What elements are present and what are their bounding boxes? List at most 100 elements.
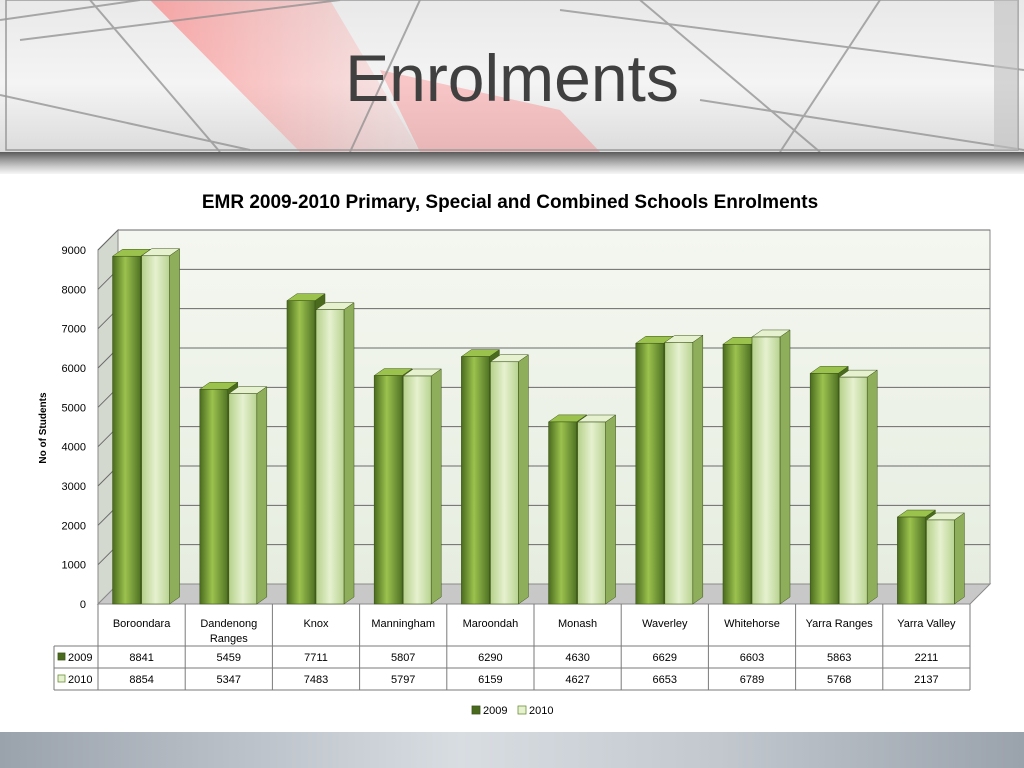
y-tick-label: 4000 [62,442,86,454]
y-axis-label: No of Students [38,392,49,464]
bar-side [256,386,268,605]
bar-side [430,368,442,605]
series-key-swatch [57,652,66,661]
bar-2010-knox [315,302,355,605]
legend-label: 2010 [529,705,553,717]
bar-front [461,356,490,605]
bar-2010-whitehorse [751,329,791,605]
bar-side [169,248,180,605]
y-tick-label: 6000 [62,363,86,375]
bar-2010-maroondah [489,354,530,605]
bar-front [926,519,955,605]
category-label: Maroondah [463,618,519,630]
table-value: 5347 [217,674,241,686]
bar-side [518,354,529,605]
slide-title: Enrolments [345,41,679,115]
table-value: 4627 [565,674,589,686]
table-value: 6159 [478,674,502,686]
y-axis-ticks: 0 1000 2000 3000 4000 5000 6000 7000 8000 9000 [62,245,86,611]
y-tick-label: 5000 [62,402,86,414]
bar-2010-dandenong-ranges [228,386,268,605]
data-table: Boroondara Dandenong Ranges Knox Manningham M… [53,604,971,691]
category-label: Whitehorse [724,618,780,630]
bar-side [692,334,704,605]
category-label: Yarra Ranges [806,618,874,630]
table-value: 4630 [565,652,589,664]
bar-side [954,512,965,605]
y-tick-label: 0 [80,599,86,611]
category-label: Yarra Valley [897,618,956,630]
category-label: Boroondara [113,618,171,630]
bar-2010-boroondara [140,248,181,605]
chart-legend: 2009 2010 [471,705,553,717]
table-value: 5459 [217,652,241,664]
bar-side [779,329,791,605]
bar-2010-monash [576,414,617,605]
y-tick-label: 7000 [62,324,86,336]
bar-front [664,342,694,605]
y-tick-label: 9000 [62,245,86,257]
bar-front [141,255,170,605]
bar-front [373,375,403,605]
table-value: 5768 [827,674,851,686]
table-value: 7483 [304,674,328,686]
bar-front [897,516,926,605]
y-tick-label: 8000 [62,284,86,296]
bar-front [751,336,781,605]
table-value: 8854 [129,674,153,686]
table-value: 5797 [391,674,415,686]
table-value: 6789 [740,674,764,686]
bar-front [635,342,665,605]
bar-front [228,393,258,605]
gridline-side [97,229,119,251]
table-value: 6653 [653,674,677,686]
y-tick-label: 3000 [62,481,86,493]
bar-front [548,421,577,605]
table-value: 8841 [129,652,153,664]
series-row-label: 2009 [68,652,92,664]
category-label: Manningham [371,618,435,630]
bar-2010-waverley [664,334,704,605]
bar-front [286,300,316,605]
slide-header: Enrolments [0,0,1024,152]
category-label: Knox [303,618,329,630]
bar-front [722,343,752,605]
table-value: 2211 [915,652,939,664]
bar-2010-yarra-ranges [838,369,878,605]
bar-front [199,388,229,605]
legend-label: 2009 [483,705,507,717]
bar-2010-manningham [402,368,442,605]
y-tick-label: 1000 [62,560,86,572]
bar-side [343,302,355,605]
category-label: Waverley [642,618,688,630]
chart-title: EMR 2009-2010 Primary, Special and Combi… [202,192,818,213]
legend-swatch [471,705,481,715]
table-value: 5863 [827,652,851,664]
series-key-swatch [57,674,66,683]
bar-front [838,376,868,605]
bar-front [577,421,606,605]
bar-side [866,369,878,605]
table-value: 6629 [653,652,677,664]
bar-front [490,361,519,605]
footer-band [0,732,1024,768]
table-value: 5807 [391,652,415,664]
bar-front [809,373,839,605]
header-background-art [0,0,1024,152]
bar-2010-yarra-valley [925,512,966,605]
chart-bars [111,248,966,605]
bar-side [605,414,616,605]
table-value: 6290 [478,652,502,664]
series-row-label: 2010 [68,674,92,686]
bar-front [402,375,432,605]
table-value: 2137 [914,674,938,686]
category-label: Monash [558,618,597,630]
bar-front [315,309,345,605]
category-label: Dandenong Ranges [200,618,257,645]
bar-front [112,255,141,605]
header-divider-band [0,152,1024,174]
table-value: 6603 [740,652,764,664]
table-value: 7711 [304,652,328,664]
y-tick-label: 2000 [62,520,86,532]
